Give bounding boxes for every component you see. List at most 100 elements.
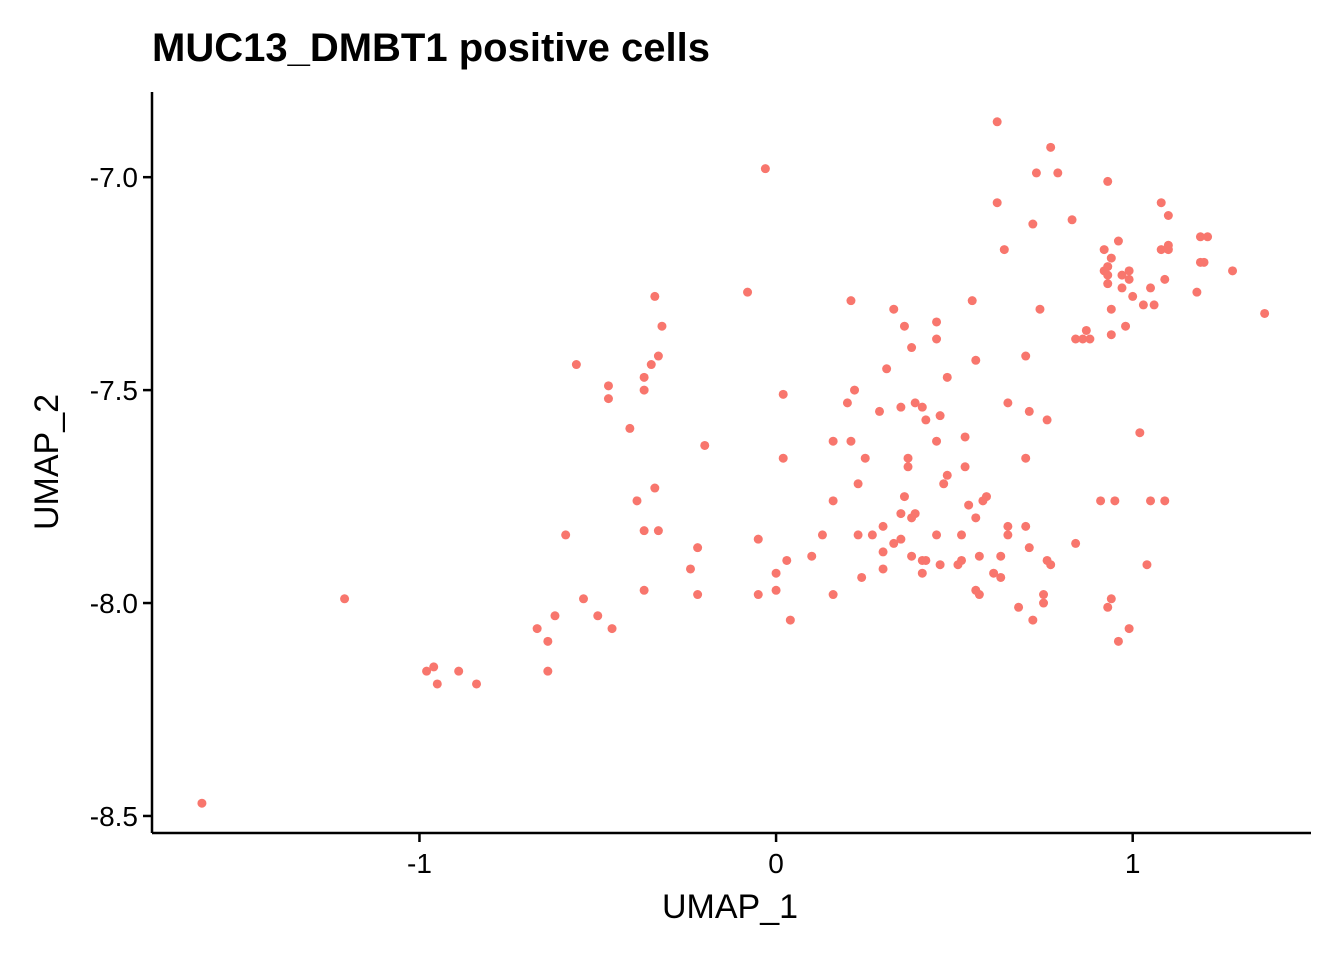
data-point [753, 590, 763, 600]
data-point [932, 436, 942, 446]
data-point [571, 360, 581, 370]
data-point [632, 496, 642, 506]
data-point [960, 462, 970, 472]
x-axis-title: UMAP_1 [662, 888, 798, 926]
x-tick-label: 1 [1125, 848, 1141, 879]
data-point [603, 381, 613, 391]
data-point [967, 296, 977, 306]
data-point [1110, 496, 1120, 506]
data-point [1039, 590, 1049, 600]
data-point [932, 317, 942, 327]
data-point [625, 423, 635, 433]
data-point [853, 530, 863, 540]
data-point [1160, 496, 1170, 506]
data-point [700, 440, 710, 450]
data-point [907, 343, 917, 353]
data-point [1071, 334, 1081, 344]
data-point [957, 555, 967, 565]
data-point [1260, 308, 1270, 318]
data-point [896, 402, 906, 412]
data-point [889, 538, 899, 548]
data-point [942, 470, 952, 480]
data-point [917, 568, 927, 578]
data-point [657, 321, 667, 331]
data-point [771, 568, 781, 578]
data-point [1138, 300, 1148, 310]
data-point [1106, 594, 1116, 604]
data-point [828, 496, 838, 506]
data-point [867, 530, 877, 540]
data-point [543, 666, 553, 676]
x-axis-ticks: -1 0 1 [407, 833, 1140, 879]
data-point [550, 611, 560, 621]
data-point [989, 568, 999, 578]
data-point [1081, 325, 1091, 335]
data-point [1003, 398, 1013, 408]
data-point [743, 287, 753, 297]
data-point [903, 462, 913, 472]
data-point [896, 509, 906, 519]
data-point [942, 372, 952, 382]
y-tick-label: -8.5 [90, 801, 138, 832]
data-point [1195, 232, 1205, 242]
data-point [999, 245, 1009, 255]
data-point [957, 530, 967, 540]
data-point [1121, 321, 1131, 331]
data-point [579, 594, 589, 604]
data-point [807, 551, 817, 561]
data-point [603, 394, 613, 404]
data-point [996, 551, 1006, 561]
data-point [889, 304, 899, 314]
y-tick-label: -7.0 [90, 162, 138, 193]
data-point [1028, 615, 1038, 625]
data-point [910, 398, 920, 408]
data-point [1203, 232, 1213, 242]
data-point [981, 492, 991, 502]
data-point [1106, 253, 1116, 263]
data-point [1024, 543, 1034, 553]
data-point [907, 551, 917, 561]
data-point [857, 572, 867, 582]
data-point [650, 291, 660, 301]
data-point [1228, 266, 1238, 276]
data-point [910, 509, 920, 519]
data-point [1053, 168, 1063, 178]
data-point [921, 415, 931, 425]
data-point [1003, 521, 1013, 531]
data-point [1156, 245, 1166, 255]
data-point [828, 590, 838, 600]
data-point [1085, 334, 1095, 344]
data-point [760, 164, 770, 174]
data-point [882, 364, 892, 374]
data-point [1103, 176, 1113, 186]
data-point [785, 615, 795, 625]
data-point [1021, 351, 1031, 361]
data-point [846, 436, 856, 446]
data-point [454, 666, 464, 676]
data-point [974, 590, 984, 600]
data-point [917, 402, 927, 412]
data-point [960, 432, 970, 442]
data-point [197, 798, 207, 808]
data-point [1192, 287, 1202, 297]
data-point [846, 296, 856, 306]
x-tick-label: 0 [768, 848, 784, 879]
data-point [1149, 300, 1159, 310]
data-point [935, 411, 945, 421]
data-point [1135, 428, 1145, 438]
data-point [903, 453, 913, 463]
data-point [974, 551, 984, 561]
data-point [782, 555, 792, 565]
data-point [1039, 598, 1049, 608]
data-point [1103, 262, 1113, 272]
data-point [1124, 624, 1134, 634]
data-point [1096, 496, 1106, 506]
data-point [561, 530, 571, 540]
data-point [971, 513, 981, 523]
data-point [935, 560, 945, 570]
data-point [532, 624, 542, 634]
data-point [1014, 602, 1024, 612]
data-point [1113, 636, 1123, 646]
data-point [874, 406, 884, 416]
